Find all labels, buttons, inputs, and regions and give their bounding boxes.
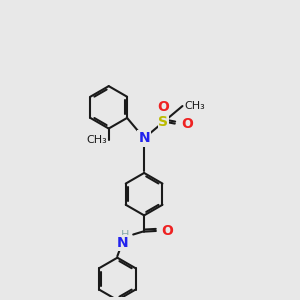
Text: CH₃: CH₃ — [86, 135, 107, 145]
Text: N: N — [117, 236, 129, 250]
Text: O: O — [181, 117, 193, 130]
Text: N: N — [138, 131, 150, 145]
Text: H: H — [120, 230, 129, 239]
Text: CH₃: CH₃ — [184, 101, 205, 111]
Text: O: O — [157, 100, 169, 113]
Text: O: O — [161, 224, 173, 238]
Text: S: S — [158, 115, 168, 129]
